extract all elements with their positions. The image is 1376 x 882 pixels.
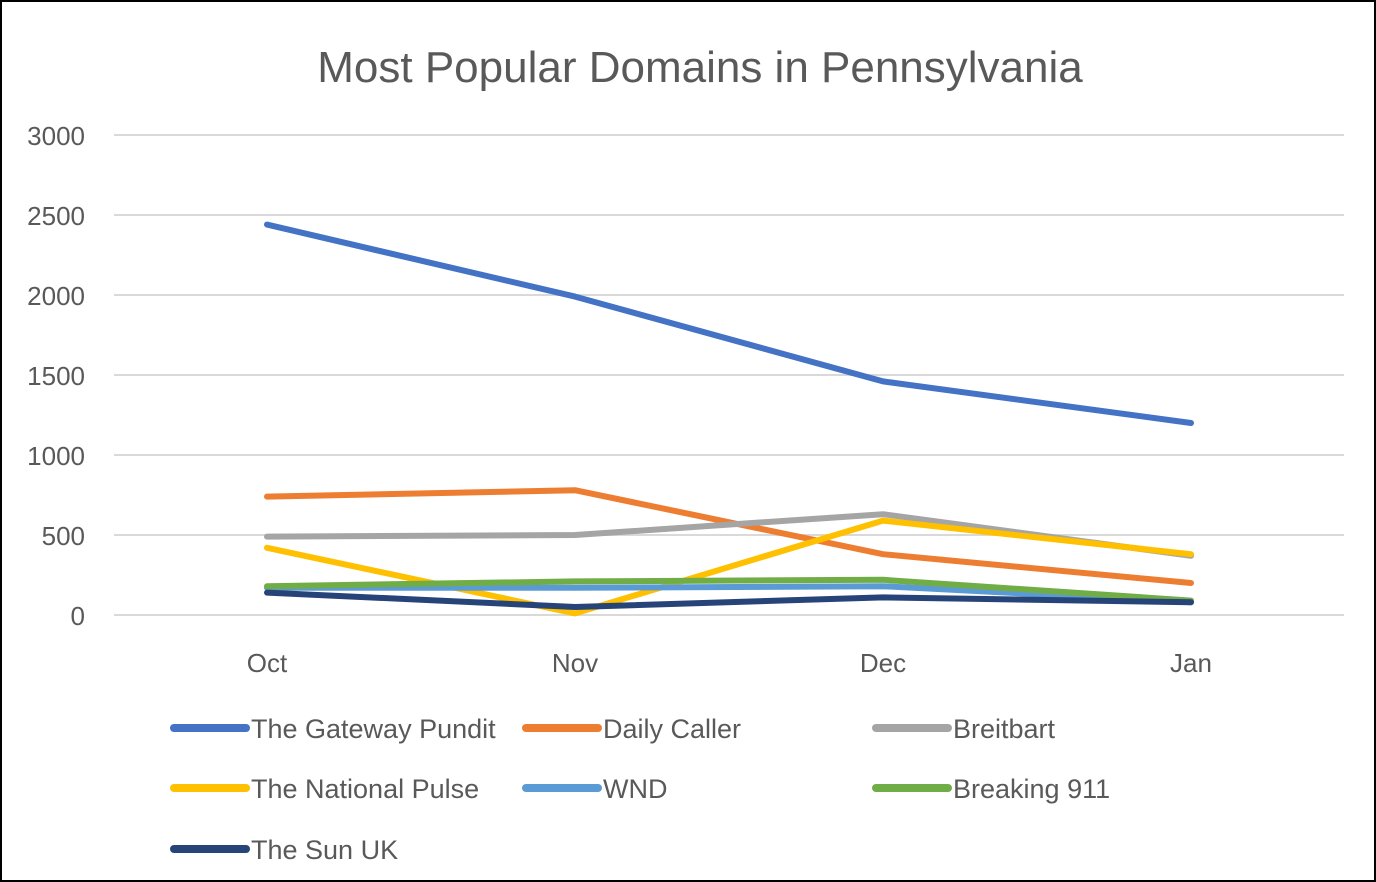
x-tick-label: Dec [860,648,906,678]
legend: The Gateway Pundit Daily Caller Breitbart T… [170,714,1110,865]
legend-label: Daily Caller [603,714,741,744]
legend-label: Breaking 911 [953,774,1110,804]
legend-label: The National Pulse [251,774,479,804]
series-line-4 [264,517,1194,617]
y-tick-label: 2000 [27,281,85,311]
legend-label: WND [603,774,667,804]
legend-label: Breitbart [953,714,1056,744]
y-tick-label: 0 [71,601,85,631]
series-line-6 [264,576,1194,604]
y-tick-label: 500 [42,521,85,551]
y-tick-label: 1000 [27,441,85,471]
series-line-5 [264,583,1194,606]
y-tick-label: 2500 [27,201,85,231]
x-axis-ticks: Oct Nov Dec Jan [247,648,1212,678]
y-tick-label: 3000 [27,121,85,151]
legend-label: The Sun UK [251,835,398,865]
series-line-1 [264,221,1194,426]
series-line-7 [264,589,1194,610]
chart-title: Most Popular Domains in Pennsylvania [317,43,1083,92]
series-lines [264,221,1194,617]
gridlines [114,134,1344,616]
x-tick-label: Nov [552,648,598,678]
y-axis-ticks: 0 500 1000 1500 2000 2500 3000 [27,121,85,631]
x-tick-label: Oct [247,648,288,678]
x-tick-label: Jan [1170,648,1212,678]
y-tick-label: 1500 [27,361,85,391]
legend-label: The Gateway Pundit [251,714,496,744]
